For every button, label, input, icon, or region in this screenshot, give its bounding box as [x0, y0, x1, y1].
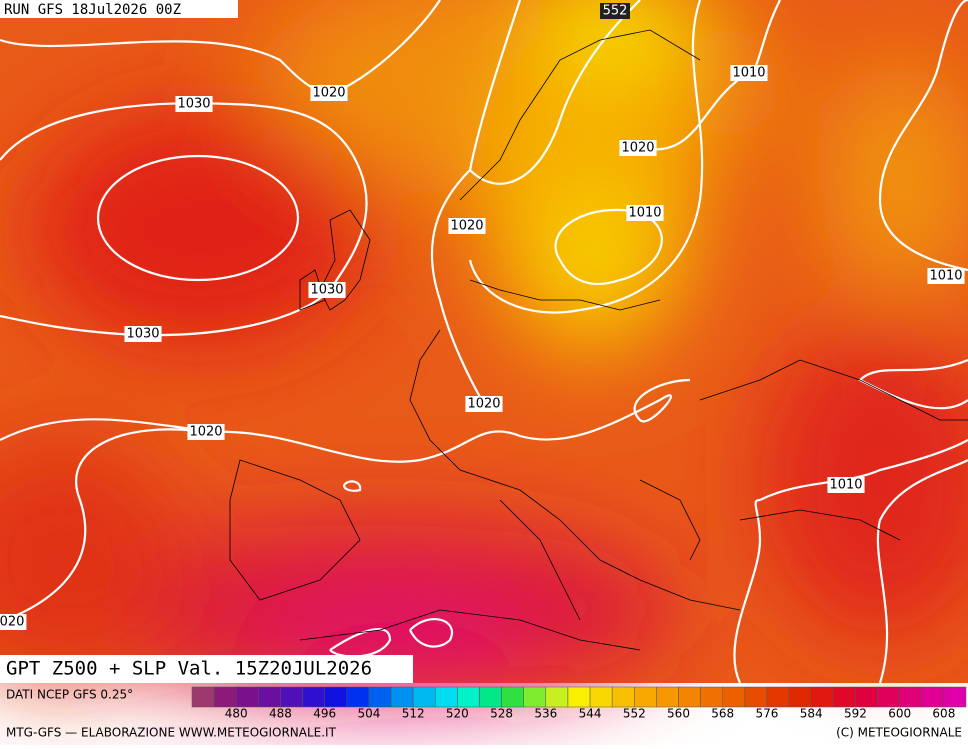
colorbar-tick-label: 520	[446, 707, 469, 721]
colorbar-swatch	[545, 686, 569, 708]
colorbar-tick-label: 488	[269, 707, 292, 721]
colorbar-swatch	[390, 686, 414, 708]
colorbar-swatch	[833, 686, 856, 708]
isobar-label: 1030	[310, 283, 343, 298]
isobar-label-box	[448, 218, 486, 234]
colorbar-tick-label: 496	[313, 707, 336, 721]
colorbar-swatch	[877, 686, 900, 708]
colorbar-swatch	[766, 686, 790, 708]
credit-right: (C) METEOGIORNALE	[836, 726, 962, 740]
colorbar-swatch	[346, 686, 370, 708]
colorbar-swatch	[523, 686, 547, 708]
isobar-label-box	[124, 326, 162, 342]
colorbar-swatch	[678, 686, 701, 708]
colorbar-tick-label: 600	[888, 707, 911, 721]
colorbar-swatch	[235, 686, 259, 708]
colorbar-swatch	[921, 686, 945, 708]
colorbar-tick-label: 568	[711, 707, 734, 721]
isobar-label-box	[187, 424, 225, 440]
colorbar-tick-label: 544	[579, 707, 602, 721]
isobar-label-box	[827, 477, 865, 493]
isobar-labels: 1030 1020 1010 1020 1010 1020 1010 1030 1030 1020…	[0, 65, 965, 630]
colorbar-swatch	[700, 686, 723, 708]
isobar-label: 1010	[829, 478, 862, 493]
isobar-label-box	[175, 96, 213, 112]
run-box	[0, 0, 238, 18]
colorbar-swatch	[213, 686, 237, 708]
colorbar-swatch	[722, 686, 746, 708]
colorbar-swatch	[589, 686, 613, 708]
isobar-label-box	[619, 140, 657, 156]
colorbar-swatch	[324, 686, 348, 708]
colorbar-tick-label: 536	[534, 707, 557, 721]
isobar-label: 1030	[177, 97, 210, 112]
isobar-label: 1020	[467, 397, 500, 412]
colorbar-swatch	[280, 686, 303, 708]
isobar-label-box	[730, 65, 768, 81]
source-label: DATI NCEP GFS 0.25°	[6, 688, 133, 702]
colorbar-tick-label: 504	[357, 707, 380, 721]
colorbar-swatch	[788, 686, 812, 708]
colorbar: 480 488 496 504 512 520 528 536 544 552 560 568 576 5…	[191, 686, 967, 721]
colorbar-tick-label: 592	[844, 707, 867, 721]
colorbar-swatch	[810, 686, 834, 708]
colorbar-tick-label: 560	[667, 707, 690, 721]
colorbar-tick-label: 608	[932, 707, 955, 721]
colorbar-swatch	[567, 686, 591, 708]
colorbar-swatch	[435, 686, 458, 708]
isobar-label: 1010	[929, 269, 962, 284]
colorbar-swatch	[412, 686, 436, 708]
coastlines	[229, 29, 968, 651]
colorbar-tick-label: 512	[402, 707, 425, 721]
colorbar-tick-label: 528	[490, 707, 513, 721]
isobar-label: 1020	[189, 425, 222, 440]
isobar-label: 1020	[621, 141, 654, 156]
isobar-label-box	[927, 268, 965, 284]
colorbar-swatch	[656, 686, 679, 708]
colorbar-swatch	[501, 686, 524, 708]
title-box	[0, 655, 413, 683]
colorbar-swatch	[479, 686, 502, 708]
colorbar-tick-label: 584	[800, 707, 823, 721]
colorbar-swatch	[457, 686, 480, 708]
isobar-label-box	[465, 396, 503, 412]
isobar-label-box	[0, 614, 27, 630]
isobar-label: 1030	[126, 327, 159, 342]
colorbar-swatch	[634, 686, 657, 708]
credit-left: MTG-GFS — ELABORAZIONE WWW.METEOGIORNALE…	[6, 726, 337, 740]
colorbar-swatch	[611, 686, 635, 708]
isobar-label-box	[626, 205, 664, 221]
isobar-label: 1010	[732, 66, 765, 81]
colorbar-swatch	[899, 686, 923, 708]
colorbar-swatch	[302, 686, 325, 708]
colorbar-swatch	[368, 686, 392, 708]
isobar-label: 020	[0, 615, 24, 630]
colorbar-tick-label: 576	[756, 707, 779, 721]
contour-label: 552	[603, 4, 628, 19]
colorbar-swatch	[191, 686, 215, 708]
run-label: RUN GFS 18Jul2026 00Z	[4, 2, 181, 18]
isobar-label: 1020	[450, 219, 483, 234]
isobar-label-box	[308, 282, 346, 298]
contour-label-box	[600, 3, 630, 19]
isobar-label: 1010	[628, 206, 661, 221]
colorbar-swatch	[744, 686, 768, 708]
colorbar-tick-label: 480	[225, 707, 248, 721]
colorbar-tick-label: 552	[623, 707, 646, 721]
map-title: GPT Z500 + SLP Val. 15Z20JUL2026	[6, 658, 372, 680]
colorbar-swatch	[258, 686, 281, 708]
colorbar-swatch	[943, 686, 967, 708]
isobar-label: 1020	[312, 86, 345, 101]
colorbar-swatch	[855, 686, 878, 708]
isobar-label-box	[310, 85, 348, 101]
